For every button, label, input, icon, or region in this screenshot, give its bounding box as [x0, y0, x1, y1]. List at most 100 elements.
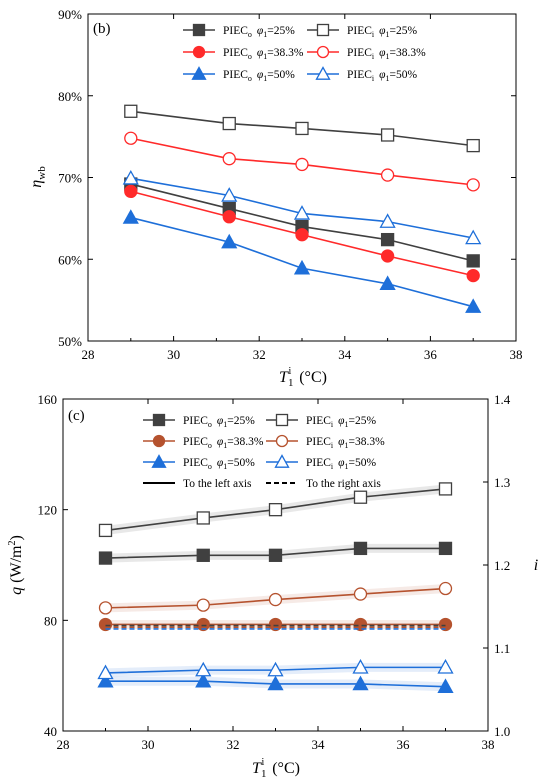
series [122, 209, 482, 313]
data-point [122, 169, 139, 185]
y-axis-title: q (W/m2) [7, 535, 25, 595]
y-tick-label: 70% [58, 171, 82, 186]
y2-tick-label: 1.0 [494, 724, 510, 739]
data-point [196, 511, 210, 525]
legend-swatch-marker [275, 434, 289, 448]
x-axis-title: T1i (°C) [252, 757, 300, 780]
y-tick-label: 40 [44, 724, 57, 739]
data-point [466, 268, 480, 283]
y-tick-label: 90% [58, 7, 82, 22]
series [98, 617, 453, 632]
svg-text:T1i(°C): T1i (°C) [279, 366, 327, 389]
legend-item: PIECi φ1=50% [307, 66, 418, 83]
legend-label: PIECi φ1=25% [306, 415, 377, 429]
data-point [352, 675, 369, 691]
legend-label: PIECo φ1=38.3% [183, 436, 264, 450]
x-tick-label: 34 [338, 347, 352, 362]
x-tick-label: 34 [312, 737, 326, 752]
y-tick-label: 80% [58, 89, 82, 104]
legend-item: PIECo φ1=38.3% [183, 45, 304, 61]
svg-text:q (W/m2): q (W/m2) [7, 535, 25, 595]
x-axis-title: T1i (°C) [279, 366, 327, 389]
data-point [222, 152, 236, 166]
data-point [268, 592, 283, 607]
legend-swatch-marker [192, 23, 206, 37]
legend-label: To the left axis [183, 478, 252, 490]
x-tick-label: 38 [510, 347, 523, 362]
y2-tick-label: 1.3 [494, 475, 510, 490]
chart-panel-c: 28 30 32 34 36 38 40 80 120 160 1.0 1.1 1.2 1.3 1.4 PI… [7, 392, 538, 780]
legend-swatch-marker [151, 454, 167, 468]
data-point [293, 205, 311, 220]
y-axis-title: ηwb [28, 166, 48, 188]
legend-label: PIECi φ1=50% [347, 69, 418, 83]
legend-item: PIECo φ1=25% [143, 413, 255, 429]
legend-line-style: To the right axis [266, 478, 381, 490]
y-tick-label: 160 [38, 392, 58, 407]
legend-label: PIECo φ1=25% [183, 415, 255, 429]
data-point [196, 598, 210, 612]
y2-tick-label: 1.1 [494, 641, 510, 656]
data-point [221, 233, 238, 249]
data-point [353, 490, 368, 504]
legend-swatch-marker [274, 454, 290, 468]
legend-swatch-marker [152, 413, 166, 427]
chart-panel-b: 28 30 32 34 36 38 50% 60% 70% 80% 90% PIECo φ1=25% P… [28, 7, 523, 389]
legend-item: PIECi φ1=38.3% [307, 45, 426, 61]
data-point [438, 541, 453, 556]
x-tick-label: 32 [253, 347, 266, 362]
data-point [268, 548, 283, 562]
data-point [196, 548, 210, 562]
y2-axis-title: i [534, 557, 538, 574]
series [97, 659, 454, 680]
data-point [195, 661, 212, 677]
y-tick-label: 120 [38, 503, 58, 518]
y2-tick-label: 1.4 [494, 392, 511, 407]
data-point [124, 131, 138, 145]
legend-swatch-marker [191, 66, 207, 80]
series [124, 184, 480, 283]
data-point [353, 587, 368, 601]
legend-label: PIECi φ1=50% [306, 457, 377, 471]
data-point [293, 259, 311, 275]
x-tick-label: 36 [397, 737, 411, 752]
legend-label: PIECo φ1=38.3% [223, 47, 304, 61]
data-point [379, 213, 396, 228]
y-tick-label: 80 [44, 613, 57, 628]
data-point [97, 664, 114, 680]
x-tick-label: 32 [227, 737, 240, 752]
data-point [379, 275, 396, 291]
data-point [295, 121, 309, 136]
legend-item: PIECi φ1=25% [307, 23, 418, 39]
series [98, 482, 453, 538]
series [98, 541, 453, 565]
data-point [97, 672, 114, 688]
data-point [124, 184, 138, 199]
legend-swatch-marker [315, 66, 331, 80]
data-point [222, 210, 236, 224]
svg-text:ηwb: ηwb [28, 166, 48, 188]
legend-label: PIECi φ1=38.3% [306, 436, 385, 450]
data-point [268, 503, 283, 517]
legend-line-style: To the left axis [143, 478, 252, 490]
plot-frame [87, 13, 517, 342]
data-point [124, 104, 138, 118]
data-point [465, 229, 482, 245]
x-tick-label: 28 [57, 737, 70, 752]
svg-text:i: i [534, 557, 538, 574]
data-point [465, 298, 482, 313]
series [124, 177, 480, 268]
data-point [437, 659, 454, 674]
legend-swatch-marker [152, 434, 166, 448]
series [124, 104, 480, 153]
data-point [122, 209, 139, 224]
data-point [98, 551, 113, 565]
data-point [222, 116, 236, 131]
data-point [438, 482, 453, 496]
data-point [195, 672, 212, 688]
data-point [438, 581, 453, 596]
panel-label: (c) [68, 408, 85, 424]
data-point [352, 659, 369, 674]
data-point [466, 254, 480, 268]
data-point [267, 675, 284, 691]
